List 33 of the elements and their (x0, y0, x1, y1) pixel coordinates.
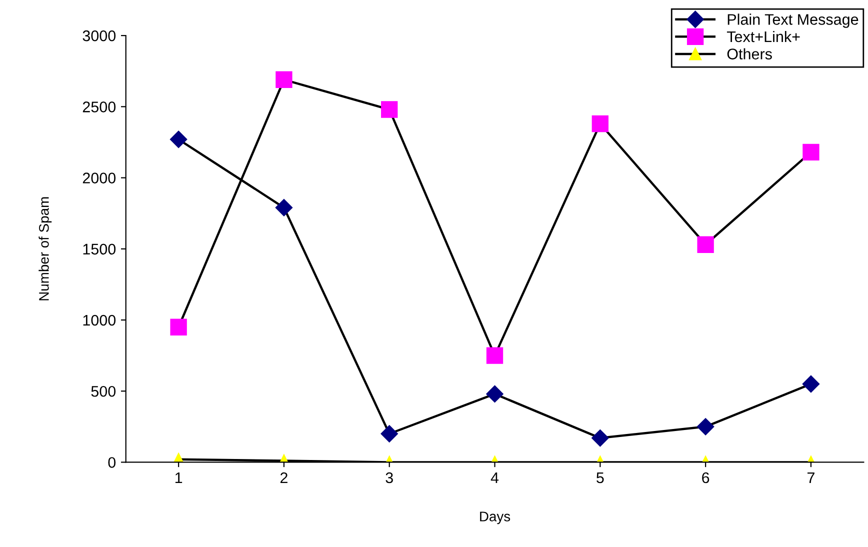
x-axis-title: Days (480, 512, 510, 524)
point (592, 429, 609, 447)
point (592, 115, 608, 132)
legend-label: Text+Link+ (726, 30, 800, 42)
point (170, 318, 187, 336)
y-tick-label: 1500 (83, 244, 116, 255)
point (486, 347, 504, 364)
point (381, 101, 398, 118)
legend-label: Plain Text Message (728, 14, 858, 28)
y-tick-label: 0 (108, 457, 116, 468)
y-tick-label: 2000 (82, 172, 116, 184)
point (276, 71, 292, 88)
x-tick-label: 4 (490, 472, 499, 484)
point (275, 199, 293, 216)
point (802, 375, 820, 393)
point (697, 236, 714, 253)
x-tick-label: 3 (386, 472, 393, 484)
y-tick-label: 1000 (83, 314, 116, 326)
y-tick-label: 500 (91, 386, 116, 397)
y-tick-label: 2500 (82, 102, 116, 112)
x-tick-label: 5 (596, 472, 604, 484)
x-tick-label: 7 (807, 472, 814, 484)
x-tick-label: 1 (175, 472, 182, 484)
point (697, 418, 714, 436)
y-axis-title: Number of Spam (38, 197, 52, 300)
point (486, 385, 504, 402)
point (802, 144, 820, 161)
x-tick-label: 6 (702, 472, 710, 484)
point (170, 130, 188, 148)
y-tick-label: 3000 (82, 30, 116, 42)
x-tick-label: 2 (280, 472, 288, 484)
legend-label: Others (727, 48, 772, 60)
point (380, 425, 398, 442)
